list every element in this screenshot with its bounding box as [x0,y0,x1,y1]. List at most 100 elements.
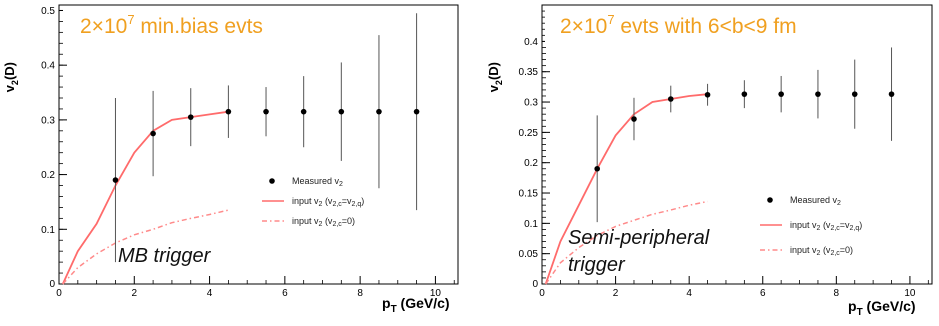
x-tick-label: 10 [904,288,916,299]
trigger-annotation: MB trigger [118,245,212,267]
legend-label-sub: 2,c [332,221,342,228]
legend-label-mid: (v [820,220,830,230]
y-axis-title: v2(D) [486,62,504,92]
trigger-annotation: Semi-peripheral [568,227,710,249]
x-tick-label: 4 [686,288,692,299]
y-tick-label: 0.3 [524,98,538,109]
x-axis-title-unit: (GeV/c) [863,298,916,314]
y-tick-label: 0.2 [41,170,55,181]
legend-label-sub: 2,c [830,225,840,232]
data-point [150,130,156,137]
y-tick-label: 0.05 [519,249,539,260]
legend-label-sub: 2 [319,201,323,208]
banner-exponent: 7 [127,12,134,27]
data-point [594,165,600,172]
y-tick-label: 0.1 [41,225,55,236]
data-point [187,114,194,120]
input-v2-solid-line [544,93,708,285]
legend-label-sub: 2 [339,181,343,188]
input-v2-dashdot-line [62,209,229,285]
banner-text: 2×107 evts with 6<b<9 fm [560,12,797,38]
legend-label-main: Measured v [790,195,838,205]
legend-marker-points [269,178,275,184]
banner-suffix: min.bias evts [135,15,263,38]
legend-label-main: input v [790,245,817,255]
y-tick-label: 0.25 [519,128,539,139]
y-tick-label: 0.1 [524,219,538,230]
legend-label-main: Measured v [292,176,340,186]
x-tick-label: 0 [539,288,545,299]
banner-exponent: 7 [607,12,614,27]
banner-background [545,8,915,42]
y-axis-title-sub: 2 [494,80,504,85]
data-point [815,91,821,97]
data-point [300,108,307,115]
x-tick-label: 6 [760,288,766,299]
banner-prefix: 2×10 [560,15,607,38]
y-axis-title-paren: (D) [486,62,501,80]
x-axis-title: pT (GeV/c) [382,295,450,315]
legend-label-mid: =0 [840,245,850,255]
y-tick-label: 0.2 [524,158,538,169]
y-tick-label: 0 [532,279,538,290]
data-point [376,108,382,115]
banner-background [63,8,355,42]
x-tick-label: 8 [834,288,840,299]
legend-label-mid: (v [820,245,830,255]
y-tick-label: 0.5 [41,6,55,17]
x-axis-title-sub: T [391,304,397,315]
legend-label-mid: (v [322,196,332,206]
legend-label: input v2 (v2,c=v2,q) [790,220,862,232]
data-point [225,108,232,115]
data-point [851,91,858,97]
banner-prefix: 2×10 [80,15,127,38]
x-tick-label: 10 [430,288,442,299]
legend-label-sub: 2,c [830,250,840,257]
plot-frame [58,4,459,285]
x-axis-title-sub: T [857,307,863,318]
x-axis-title-unit: (GeV/c) [397,295,450,311]
legend-label-end: ) [352,216,355,226]
y-tick-label: 0.15 [519,189,539,200]
legend-label: Measured v2 [790,195,841,207]
data-point [112,177,119,183]
legend-label-sub: 2,q [850,225,860,232]
x-tick-label: 2 [613,288,619,299]
legend-label-end: ) [859,220,862,230]
data-point [704,91,711,98]
legend-label-mid: =v [840,220,850,230]
legend-label-mid: (v [322,216,332,226]
y-tick-label: 0.3 [41,115,55,126]
data-point [631,116,637,122]
y-tick-label: 0.35 [519,67,539,78]
y-axis-title-sub: 2 [10,80,20,85]
legend-label-sub: 2 [837,200,841,207]
input-v2-dashdot-line [545,200,708,285]
legend-label-sub: 2 [817,250,821,257]
left-chart: 0 2 4 6 8 10 0.1 0.2 0.3 0.4 0.5 0 2×107 min.bias ev… [2,4,459,315]
data-point [667,96,674,102]
data-point [888,91,895,97]
legend-label-end: ) [361,196,364,206]
legend-label-sub: 2,c [332,201,342,208]
legend-label: input v2 (v2,c=v2,q) [292,196,364,208]
data-point [778,91,784,97]
x-tick-label: 6 [282,288,288,299]
legend-label-mid: =0 [342,216,352,226]
banner-text: 2×107 min.bias evts [80,12,263,38]
right-chart-panel: 0 2 4 6 8 10 0.05 0.1 0.15 0.2 0.25 0.3 0.35 0.4 0 2×10… [470,0,939,326]
data-point [413,108,420,115]
right-chart: 0 2 4 6 8 10 0.05 0.1 0.15 0.2 0.25 0.3 0.35 0.4 0 2×10… [486,4,933,318]
left-chart-panel: 0 2 4 6 8 10 0.1 0.2 0.3 0.4 0.5 0 2×107 min.bias ev… [0,0,469,326]
legend-label-mid: =v [342,196,352,206]
x-tick-label: 4 [207,288,213,299]
legend-marker-points [767,197,773,203]
x-axis-title-main: p [382,295,391,311]
legend-label-main: input v [292,196,319,206]
y-axis-title: v2(D) [2,62,20,92]
y-tick-label: 0.4 [41,61,55,72]
y-axis-title-paren: (D) [2,62,17,80]
legend-label: Measured v2 [292,176,343,188]
x-tick-label: 8 [357,288,363,299]
data-point [338,108,345,115]
